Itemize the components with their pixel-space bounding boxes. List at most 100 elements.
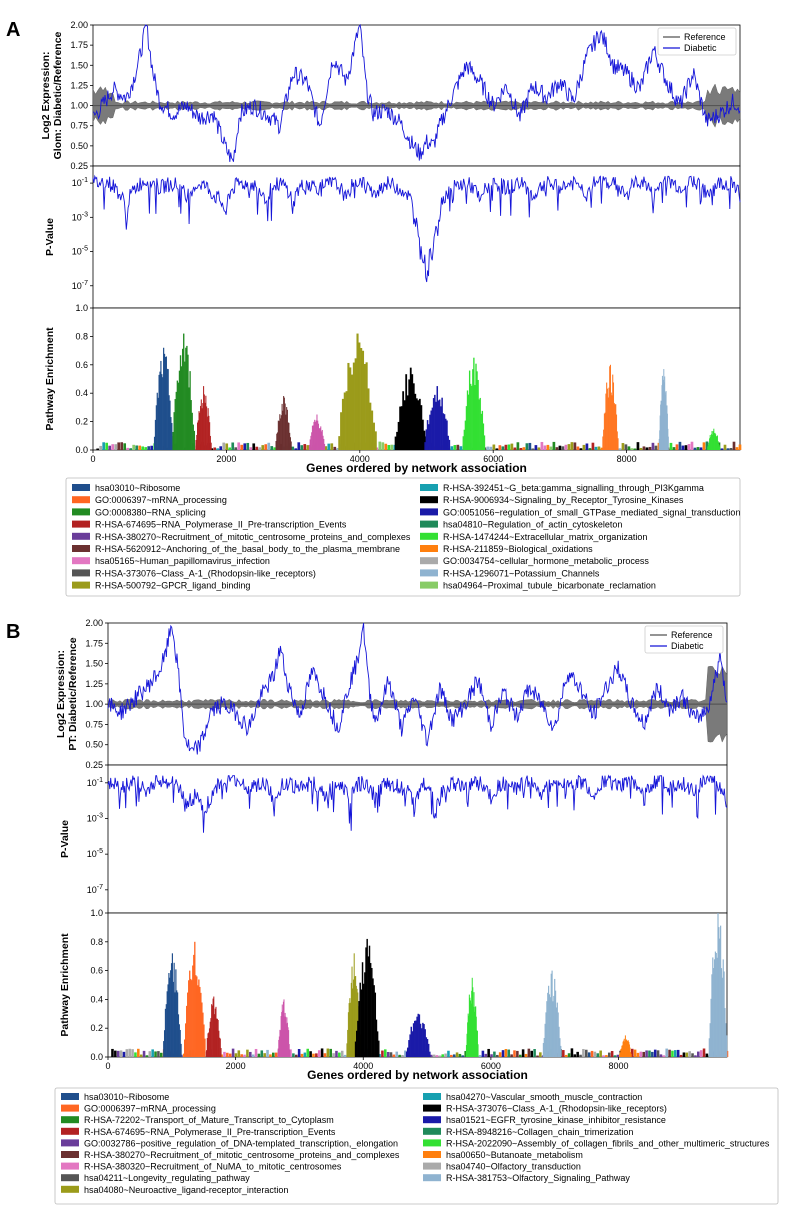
enrichment-bar xyxy=(108,445,112,450)
legend-item: R-HSA-380270~Recruitment_of_mitotic_cent… xyxy=(61,1150,400,1160)
enrichment-bar xyxy=(289,1049,291,1057)
y-tick-label: 10-3 xyxy=(72,211,88,222)
legend-swatch xyxy=(61,1127,79,1135)
enrichment-bar xyxy=(710,434,712,450)
enrichment-bar xyxy=(165,356,167,450)
enrichment-bar xyxy=(102,442,106,450)
legend-swatch xyxy=(420,545,438,552)
enrichment-bar xyxy=(281,1012,283,1057)
expression-y-label: Log2 Expression:PT: Diabetic/Reference xyxy=(55,637,79,750)
enrichment-bar xyxy=(702,1048,706,1057)
enrichment-bar xyxy=(621,1045,623,1057)
enrichment-bar xyxy=(183,333,185,450)
enrichment-bar xyxy=(476,1030,478,1057)
enrichment-bar xyxy=(220,1054,223,1057)
enrichment-bar xyxy=(276,433,278,450)
enrichment-bar xyxy=(549,997,551,1057)
enrichment-bar xyxy=(691,1053,694,1057)
enrichment-bar xyxy=(200,399,202,450)
enrichment-bar xyxy=(222,442,226,450)
enrichment-bar xyxy=(200,405,202,450)
enrichment-bar xyxy=(444,418,447,450)
enrichment-bar xyxy=(653,1049,657,1057)
enrichment-bar xyxy=(425,1037,428,1057)
enrichment-bar xyxy=(552,441,556,450)
enrichment-peak xyxy=(277,999,291,1057)
enrichment-bar xyxy=(266,1049,269,1057)
enrichment-bar xyxy=(423,1024,425,1057)
enrichment-bar xyxy=(172,431,174,450)
enrichment-bar xyxy=(316,414,318,450)
enrichment-bar xyxy=(712,434,714,450)
enrichment-bar xyxy=(260,1050,264,1057)
enrichment-bar xyxy=(507,1049,511,1057)
y-tick-label: 0.25 xyxy=(70,161,88,171)
enrichment-bar xyxy=(711,431,713,450)
enrichment-bar xyxy=(198,411,200,450)
enrichment-bar xyxy=(567,444,571,450)
enrichment-bar xyxy=(602,436,604,450)
panel-a: A0.250.500.751.001.251.501.752.00Referen… xyxy=(6,19,742,597)
enrichment-bar xyxy=(163,347,165,450)
enrichment-bar xyxy=(619,1054,621,1057)
enrichment-bar xyxy=(350,1002,352,1057)
enrichment-bar xyxy=(394,436,397,450)
enrichment-bar xyxy=(294,448,298,450)
enrichment-bar xyxy=(684,445,688,450)
enrichment-bar xyxy=(645,1050,648,1057)
panel-b: B0.250.500.751.001.251.501.752.00Referen… xyxy=(6,618,779,1205)
enrichment-bar xyxy=(464,1050,467,1057)
enrichment-bar xyxy=(462,436,464,450)
enrichment-bar xyxy=(285,1016,287,1057)
pvalue-y-label: P-Value xyxy=(44,218,56,256)
legend-label: R-HSA-392451~G_beta:gamma_signalling_thr… xyxy=(443,483,704,493)
enrichment-bar xyxy=(134,1052,137,1057)
enrichment-peak xyxy=(163,953,182,1057)
enrichment-peak xyxy=(183,941,206,1057)
enrichment-bar xyxy=(466,1033,468,1057)
legend-swatch xyxy=(420,496,438,504)
enrichment-bar xyxy=(367,956,370,1057)
enrichment-bar xyxy=(626,1039,628,1057)
enrichment-bar xyxy=(211,1004,213,1057)
enrichment-bar xyxy=(283,999,285,1057)
enrichment-bar xyxy=(710,998,712,1057)
enrichment-bar xyxy=(443,414,446,450)
enrichment-bar xyxy=(621,1045,623,1057)
enrichment-bar xyxy=(627,446,631,450)
enrichment-bar xyxy=(410,1026,412,1057)
legend-swatch xyxy=(61,1093,79,1100)
legend-label: GO:0008380~RNA_splicing xyxy=(95,507,206,517)
enrichment-bar xyxy=(209,422,211,450)
enrichment-bar xyxy=(187,992,189,1057)
enrichment-bar xyxy=(573,442,577,450)
panel-label: A xyxy=(6,19,20,41)
enrichment-bar xyxy=(556,1002,558,1057)
enrichment-bar xyxy=(726,448,730,450)
enrichment-bar xyxy=(392,1054,396,1057)
enrichment-bar xyxy=(602,1055,605,1057)
enrichment-bar xyxy=(436,386,439,450)
legend-label: GO:0032786~positive_regulation_of_DNA-te… xyxy=(84,1138,398,1148)
enrichment-bar xyxy=(350,982,352,1057)
legend-swatch xyxy=(423,1104,441,1112)
enrichment-bar xyxy=(356,988,358,1057)
pvalue-y-label: P-Value xyxy=(59,820,71,858)
legend-item: hsa04211~Longevity_regulating_pathway xyxy=(61,1173,250,1183)
enrichment-bar xyxy=(281,403,283,450)
legend-label: R-HSA-674695~RNA_Polymerase_II_Pre-trans… xyxy=(95,520,347,530)
y-tick-label: 10-7 xyxy=(87,884,103,895)
enrichment-bar xyxy=(365,362,368,450)
enrichment-bar xyxy=(177,1014,180,1057)
enrichment-bar xyxy=(147,446,151,450)
legend-item: hsa03010~Ribosome xyxy=(72,483,180,493)
enrichment-bar xyxy=(347,362,350,450)
enrichment-bar xyxy=(625,1040,627,1057)
legend-swatch xyxy=(420,508,438,516)
enrichment-bar xyxy=(498,445,502,450)
y-tick-label: 0.0 xyxy=(75,445,88,455)
enrichment-bar xyxy=(288,1044,290,1057)
enrichment-bar xyxy=(628,1042,630,1057)
x-tick-label: 0 xyxy=(105,1061,110,1071)
